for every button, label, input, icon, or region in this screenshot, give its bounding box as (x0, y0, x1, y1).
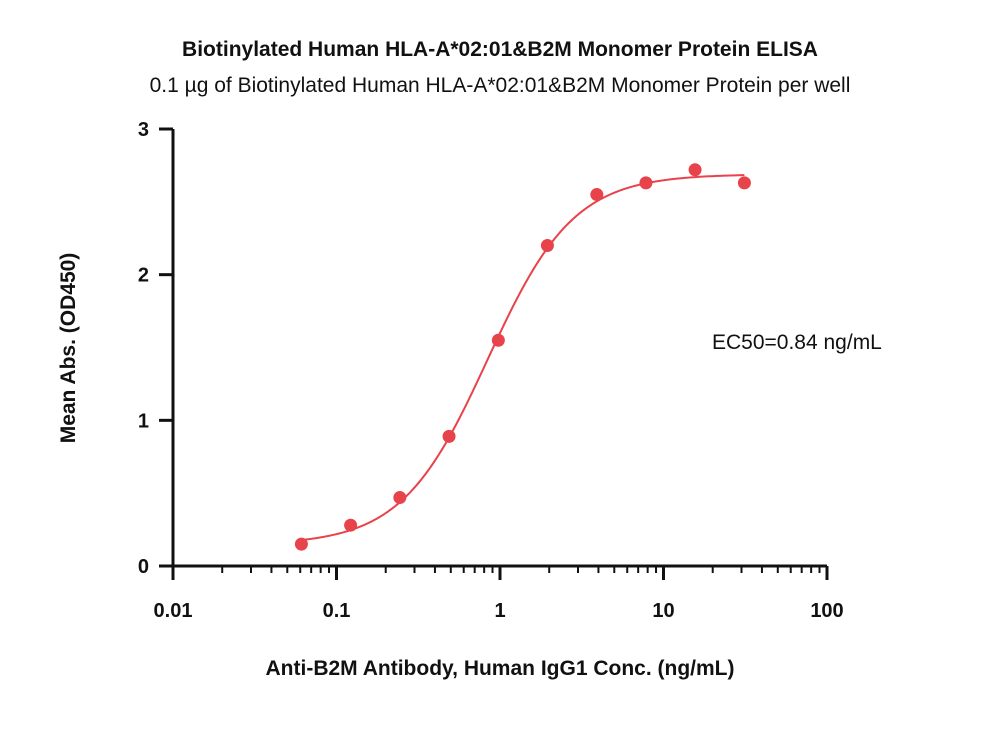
y-tick-label: 3 (138, 119, 149, 141)
data-point (491, 333, 505, 347)
y-tick-label: 0 (138, 556, 149, 578)
data-points (294, 163, 751, 551)
chart-subtitle: 0.1 µg of Biotinylated Human HLA-A*02:01… (150, 74, 851, 97)
y-tick-label: 1 (138, 410, 149, 432)
x-tick-label: 1 (494, 600, 505, 622)
fit-curve (301, 174, 745, 542)
chart-title: Biotinylated Human HLA-A*02:01&B2M Monom… (182, 38, 818, 61)
data-point (737, 176, 751, 190)
data-point (294, 537, 308, 551)
x-axis-ticks: 0.01 0.1 1 10 100 (154, 566, 844, 622)
y-tick-label: 2 (138, 265, 149, 287)
ec50-annotation: EC50=0.84 ng/mL (712, 331, 882, 354)
y-axis-ticks: 0 1 2 3 (138, 119, 173, 578)
data-point (442, 429, 456, 443)
data-point (688, 163, 702, 177)
data-point (639, 176, 653, 190)
x-tick-label: 0.01 (154, 600, 193, 622)
x-axis-title: Anti-B2M Antibody, Human IgG1 Conc. (ng/… (266, 657, 735, 680)
data-point (590, 188, 604, 202)
y-axis-title: Mean Abs. (OD450) (57, 253, 80, 444)
x-tick-label: 10 (652, 600, 674, 622)
data-point (393, 491, 407, 505)
data-point (344, 518, 358, 532)
data-point (540, 239, 554, 253)
x-tick-label: 0.1 (323, 600, 351, 622)
x-tick-label: 100 (810, 600, 843, 622)
